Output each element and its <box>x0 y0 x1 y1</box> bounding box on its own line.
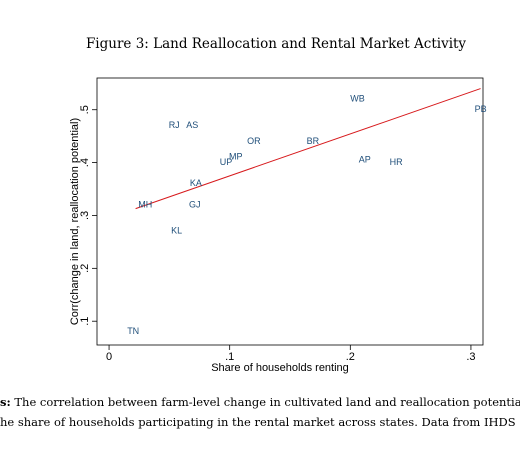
fit-line-group <box>135 88 481 210</box>
y-tick-label: .3 <box>79 211 91 220</box>
plot-frame <box>96 77 484 346</box>
y-tick-label: .4 <box>79 158 91 167</box>
figure-caption: s: The correlation between farm-level ch… <box>0 392 520 432</box>
point-label-mh: MH <box>138 199 152 209</box>
caption-line-1: s: The correlation between farm-level ch… <box>0 392 520 412</box>
figure-title: Figure 3: Land Reallocation and Rental M… <box>85 36 467 52</box>
point-label-mp: MP <box>229 152 243 162</box>
point-label-rj: RJ <box>169 120 180 130</box>
caption-text-1: The correlation between farm-level chang… <box>10 395 520 409</box>
point-label-or: OR <box>247 136 261 146</box>
point-label-br: BR <box>307 136 320 146</box>
x-tick-label: .3 <box>466 351 475 363</box>
x-tick-label: .2 <box>346 351 355 363</box>
point-label-pb: PB <box>475 104 487 114</box>
y-tick-label: .5 <box>79 105 91 114</box>
x-axis-label: Share of households renting <box>211 362 349 374</box>
caption-line-2: he share of households participating in … <box>0 415 516 429</box>
point-label-tn: TN <box>127 326 139 336</box>
y-tick-label: .2 <box>79 264 91 273</box>
caption-lead: s: <box>0 395 11 409</box>
point-label-ap: AP <box>359 154 371 164</box>
point-label-wb: WB <box>350 94 365 104</box>
fit-line <box>135 88 481 210</box>
y-tick-label: .1 <box>79 317 91 326</box>
x-tick-label: .1 <box>225 351 234 363</box>
point-label-ka: KA <box>190 178 202 188</box>
point-label-gj: GJ <box>189 199 201 209</box>
point-label-kl: KL <box>171 226 182 236</box>
x-tick-label: 0 <box>106 351 112 363</box>
chart-axes: 0 .1 .2 .3 .1 .2 .3 .4 .5 <box>79 77 484 363</box>
y-axis-label: Corr(change in land, reallocation potent… <box>69 118 81 325</box>
point-label-up: UP <box>220 157 233 167</box>
point-label-as: AS <box>186 120 198 130</box>
point-label-hr: HR <box>390 157 403 167</box>
